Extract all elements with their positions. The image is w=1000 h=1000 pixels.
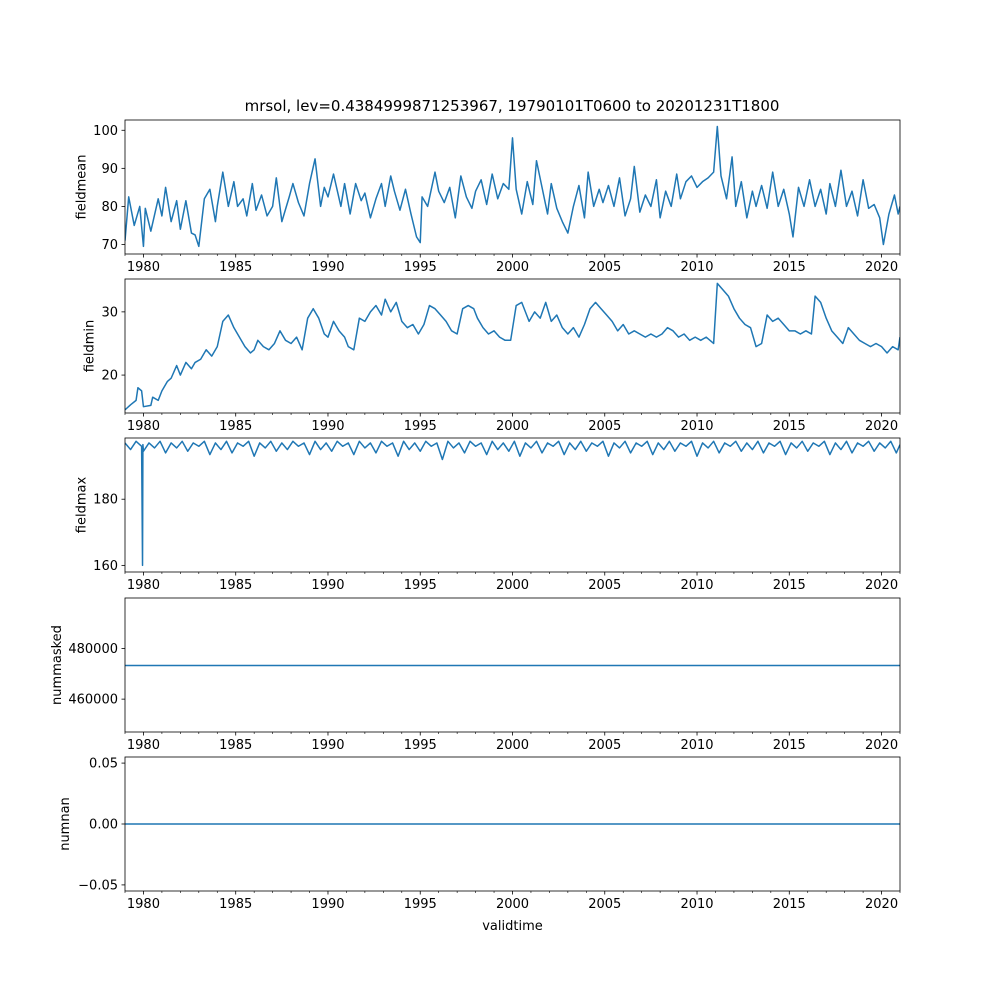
x-tick-label: 1980 [127, 260, 160, 275]
y-tick-label: 80 [101, 200, 118, 215]
y-tick-label: 30 [101, 305, 118, 320]
x-tick-label: 1995 [404, 419, 437, 434]
x-tick-label: 2020 [865, 419, 898, 434]
y-tick-label: 0.00 [89, 818, 118, 833]
series-line-fieldmean [125, 125, 900, 248]
x-tick-label: 1985 [219, 738, 252, 753]
x-axis-label: validtime [482, 919, 543, 934]
y-tick-label: 180 [93, 493, 118, 508]
x-tick-label: 1990 [311, 738, 344, 753]
x-tick-label: 1990 [311, 897, 344, 912]
y-tick-label: 460000 [68, 693, 118, 708]
x-tick-label: 2015 [773, 260, 806, 275]
subplot-nummasked: 1980 1985 1990 1995 2000 2005 2010 2015 2020 4600… [50, 597, 901, 753]
x-tick-label: 1995 [404, 738, 437, 753]
x-tick-label: 2015 [773, 738, 806, 753]
x-tick-label: 2010 [680, 419, 713, 434]
x-tick-label: 1980 [127, 738, 160, 753]
x-tick-label: 1995 [404, 260, 437, 275]
x-tick-label: 2000 [496, 897, 529, 912]
x-tick-label: 2000 [496, 260, 529, 275]
subplot-fieldmean: 1980 1985 1990 1995 2000 2005 2010 2015 2020 70 80… [74, 119, 901, 275]
x-tick-label: 2020 [865, 738, 898, 753]
y-tick-label: 70 [101, 238, 118, 253]
x-tick-label: 2005 [588, 419, 621, 434]
x-tick-label: 1990 [311, 260, 344, 275]
subplot-fieldmax: 1980 1985 1990 1995 2000 2005 2010 2015 2020 160 1… [74, 437, 901, 593]
y-tick-label: 480000 [68, 642, 118, 657]
x-tick-label: 2015 [773, 419, 806, 434]
subplot-numnan: 1980 1985 1990 1995 2000 2005 2010 2015 2020 −0.0… [58, 757, 901, 934]
y-axis-label: nummasked [50, 625, 65, 705]
x-tick-label: 1985 [219, 419, 252, 434]
y-tick-label: 100 [93, 124, 118, 139]
x-tick-label: 2010 [680, 578, 713, 593]
x-tick-label: 2005 [588, 260, 621, 275]
y-tick-label: −0.05 [78, 878, 118, 893]
x-tick-label: 1995 [404, 897, 437, 912]
x-tick-label: 1990 [311, 419, 344, 434]
y-tick-label: 20 [101, 369, 118, 384]
x-tick-label: 1980 [127, 578, 160, 593]
x-tick-label: 2020 [865, 897, 898, 912]
x-tick-label: 2010 [680, 738, 713, 753]
x-tick-label: 2000 [496, 578, 529, 593]
x-tick-label: 2000 [496, 738, 529, 753]
x-tick-label: 2020 [865, 260, 898, 275]
y-tick-label: 0.05 [89, 757, 118, 772]
x-tick-label: 1980 [127, 419, 160, 434]
figure-title: mrsol, lev=0.4384999871253967, 19790101T… [245, 97, 780, 115]
x-tick-label: 2020 [865, 578, 898, 593]
x-tick-label: 1985 [219, 897, 252, 912]
series-line-fieldmax [125, 440, 900, 567]
x-tick-label: 1990 [311, 578, 344, 593]
y-tick-label: 90 [101, 162, 118, 177]
x-tick-label: 2015 [773, 897, 806, 912]
x-tick-label: 2010 [680, 897, 713, 912]
y-axis-label: fieldmax [74, 477, 89, 534]
subplots: 1980 1985 1990 1995 2000 2005 2010 2015 2020 70 80… [50, 119, 901, 934]
y-axis-label: numnan [58, 797, 73, 851]
x-tick-label: 2005 [588, 578, 621, 593]
y-axis-label: fieldmean [74, 155, 89, 220]
x-tick-label: 1980 [127, 897, 160, 912]
x-tick-label: 2005 [588, 897, 621, 912]
x-tick-label: 2010 [680, 260, 713, 275]
x-tick-label: 2000 [496, 419, 529, 434]
y-tick-label: 160 [93, 559, 118, 574]
x-tick-label: 1995 [404, 578, 437, 593]
x-tick-label: 2015 [773, 578, 806, 593]
series-line-fieldmin [125, 282, 900, 411]
x-tick-label: 1985 [219, 260, 252, 275]
subplot-fieldmin: 1980 1985 1990 1995 2000 2005 2010 2015 20202030… [83, 278, 901, 434]
y-axis-label: fieldmin [83, 320, 98, 373]
x-tick-label: 1985 [219, 578, 252, 593]
x-tick-label: 2005 [588, 738, 621, 753]
